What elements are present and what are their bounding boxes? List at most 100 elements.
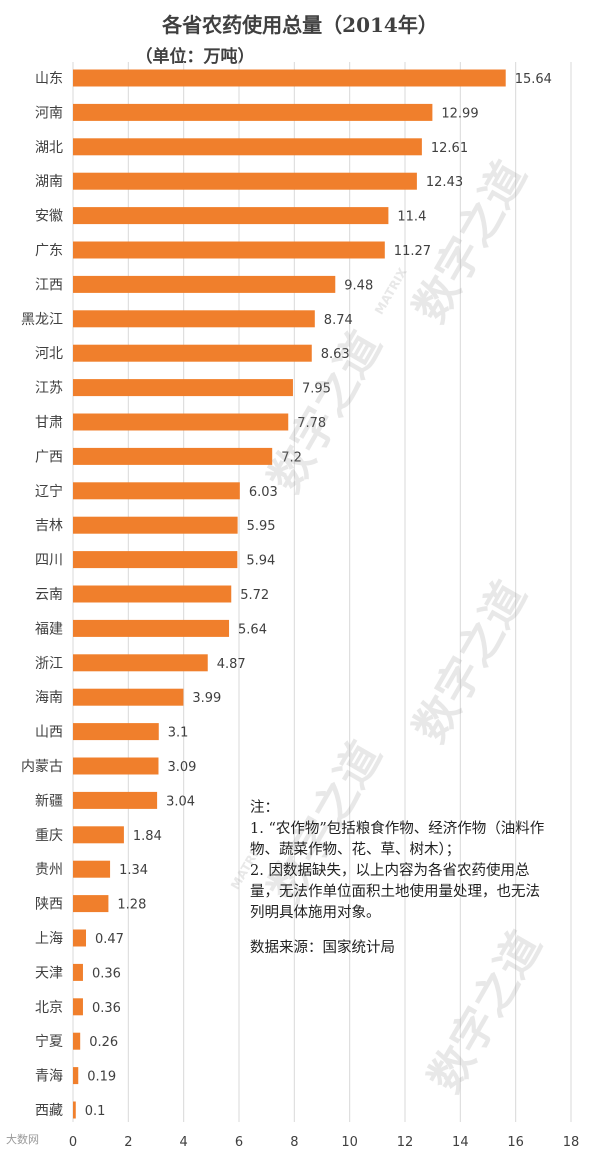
category-label: 贵州 [35, 862, 63, 878]
category-label: 西藏 [35, 1103, 63, 1119]
bar [73, 895, 109, 913]
value-label: 0.36 [92, 966, 121, 981]
x-tick-label: 4 [180, 1135, 188, 1150]
x-tick-label: 6 [235, 1135, 243, 1150]
category-label: 辽宁 [35, 483, 63, 500]
category-label: 甘肃 [35, 415, 63, 431]
bar [73, 516, 238, 534]
value-label: 1.34 [119, 863, 148, 878]
bar [73, 963, 83, 981]
category-label: 河南 [35, 105, 63, 121]
bar [73, 688, 184, 706]
bar [73, 860, 111, 878]
category-label: 安徽 [35, 209, 63, 225]
x-axis: 0 2 4 6 8 10 12 14 16 18 [69, 1135, 579, 1150]
bar [73, 585, 232, 603]
notes-line-2: 2. 因数据缺失，以上内容为各省农药使用总量，无法作单位面积土地使用量处理，也无… [250, 863, 540, 921]
category-label: 宁夏 [35, 1033, 63, 1050]
value-label: 0.47 [95, 932, 124, 947]
x-tick-label: 12 [397, 1135, 414, 1150]
bar [73, 1101, 76, 1119]
value-label: 7.2 [281, 450, 302, 465]
x-tick-label: 2 [124, 1135, 132, 1150]
category-label: 海南 [35, 690, 63, 706]
bar [73, 551, 238, 569]
category-label: 青海 [35, 1069, 63, 1085]
category-label: 内蒙古 [21, 759, 63, 775]
bar-layer: 山东 15.64 河南 12.99 湖北 12.61 湖南 12.43 安徽 11.4 广东 11.2… [21, 69, 552, 1119]
chart-title: 各省农药使用总量（2014年） [161, 13, 438, 37]
value-label: 11.4 [397, 210, 426, 225]
category-label: 山东 [35, 71, 63, 87]
value-label: 0.36 [92, 1001, 121, 1016]
bar [73, 310, 315, 328]
x-tick-label: 10 [341, 1135, 358, 1150]
category-label: 北京 [35, 1000, 63, 1016]
bar [73, 482, 240, 500]
value-label: 12.61 [431, 141, 468, 156]
category-label: 广西 [35, 449, 63, 465]
x-tick-label: 8 [290, 1135, 298, 1150]
x-tick-label: 16 [507, 1135, 524, 1150]
notes-line-1: 1. “农作物”包括粮食作物、经济作物（油料作物、蔬菜作物、花、草、树木）； [250, 821, 545, 858]
value-label: 5.72 [240, 588, 269, 603]
value-label: 8.74 [324, 313, 353, 328]
bar [73, 344, 312, 362]
bar [73, 723, 159, 741]
value-label: 0.1 [85, 1104, 106, 1119]
value-label: 3.09 [167, 760, 196, 775]
bar [73, 275, 336, 293]
value-label: 12.43 [426, 175, 463, 190]
category-label: 天津 [35, 965, 63, 981]
category-label: 上海 [35, 931, 63, 947]
value-label: 3.1 [168, 726, 189, 741]
category-label: 湖北 [35, 140, 63, 156]
category-label: 云南 [35, 587, 63, 603]
corner-mark: 大数网 [6, 1131, 39, 1147]
bar [73, 1032, 81, 1050]
bar [73, 998, 83, 1016]
value-label: 4.87 [217, 657, 246, 672]
value-label: 0.19 [87, 1070, 116, 1085]
category-label: 陕西 [35, 897, 63, 913]
value-label: 7.95 [302, 382, 331, 397]
x-tick-label: 14 [452, 1135, 469, 1150]
category-label: 浙江 [35, 656, 63, 672]
category-label: 广东 [35, 243, 63, 259]
x-tick-label: 0 [69, 1135, 77, 1150]
notes-box: 注： 1. “农作物”包括粮食作物、经济作物（油料作物、蔬菜作物、花、草、树木）… [250, 798, 550, 959]
value-label: 5.94 [246, 554, 275, 569]
value-label: 0.26 [89, 1035, 118, 1050]
value-label: 1.28 [117, 898, 146, 913]
bar [73, 69, 506, 87]
value-label: 3.99 [192, 691, 221, 706]
x-tick-label: 18 [563, 1135, 580, 1150]
bar [73, 929, 87, 947]
category-label: 江西 [35, 277, 63, 293]
category-label: 吉林 [35, 518, 63, 534]
bar [73, 447, 273, 465]
bar [73, 826, 124, 844]
value-label: 5.95 [247, 519, 276, 534]
value-label: 11.27 [394, 244, 431, 259]
value-label: 8.63 [321, 347, 350, 362]
category-label: 江苏 [35, 381, 63, 397]
value-label: 1.84 [133, 829, 162, 844]
notes-heading: 注： [250, 800, 279, 816]
bar [73, 379, 293, 397]
bar [73, 207, 389, 225]
value-label: 3.04 [166, 794, 195, 809]
bar [73, 138, 422, 156]
value-label: 12.99 [441, 106, 478, 121]
value-label: 5.64 [238, 622, 267, 637]
category-label: 新疆 [35, 793, 63, 809]
bar [73, 791, 158, 809]
corner-mark-text: 大数网 [6, 1133, 39, 1146]
bar [73, 172, 417, 190]
category-label: 四川 [35, 553, 63, 569]
value-label: 9.48 [344, 278, 373, 293]
bar [73, 413, 289, 431]
notes-source: 数据来源：国家统计局 [250, 940, 395, 956]
category-label: 湖南 [35, 174, 63, 190]
